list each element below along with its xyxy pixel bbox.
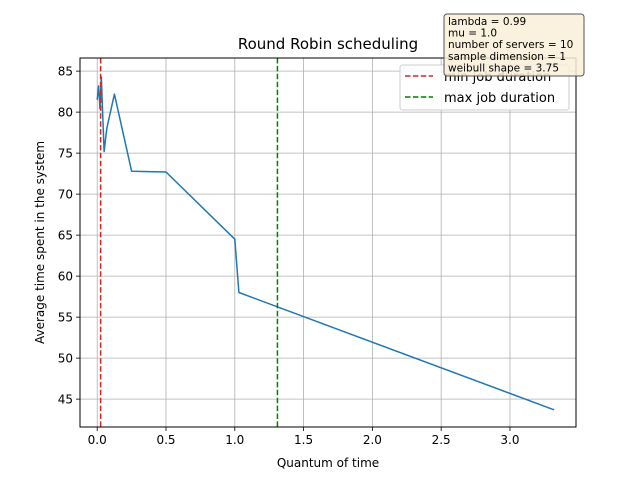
x-tick-label: 3.0 [500, 433, 519, 447]
plot-frame [79, 57, 577, 428]
x-axis-label: Quantum of time [277, 456, 379, 470]
y-tick-label: 45 [58, 393, 73, 407]
y-tick-label: 75 [58, 147, 73, 161]
info-line: lambda = 0.99 [448, 16, 526, 28]
info-line: mu = 1.0 [448, 28, 497, 40]
chart-title: Round Robin scheduling [238, 35, 418, 53]
x-tick-label: 1.0 [225, 433, 244, 447]
y-tick-label: 55 [58, 311, 73, 325]
x-tick-label: 1.5 [294, 433, 313, 447]
series-layer [96, 76, 555, 411]
series-line [96, 76, 555, 411]
info-line: weibull shape = 3.75 [448, 62, 559, 74]
reference-lines [99, 58, 279, 427]
x-tick-label: 0.5 [156, 433, 175, 447]
y-tick-label: 70 [58, 188, 73, 202]
legend-label: max job duration [444, 91, 555, 106]
info-box-frame [443, 13, 585, 77]
y-tick-label: 60 [58, 270, 73, 284]
grid [80, 58, 576, 427]
x-tick-label: 2.0 [363, 433, 382, 447]
info-line: sample dimension = 1 [448, 51, 566, 63]
info-line: number of servers = 10 [448, 39, 573, 51]
y-tick-label: 65 [58, 229, 73, 243]
y-tick-label: 50 [58, 352, 73, 366]
y-tick-label: 85 [58, 65, 73, 79]
y-axis-label: Average time spent in the system [33, 141, 47, 344]
axis-ticks: 0.0 0.5 1.0 1.5 2.0 2.5 3.0 45 50 55 60 65 70 75 80 85 [58, 65, 520, 447]
x-tick-label: 0.0 [88, 433, 107, 447]
x-tick-label: 2.5 [432, 433, 451, 447]
y-tick-label: 80 [58, 106, 73, 120]
